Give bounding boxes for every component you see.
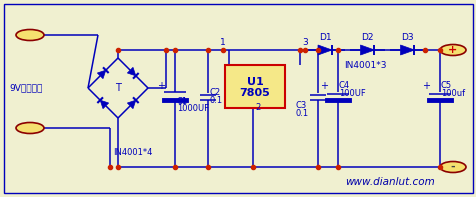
Ellipse shape: [16, 30, 44, 41]
Text: C5: C5: [440, 81, 451, 90]
Text: C2: C2: [209, 88, 221, 97]
Text: 9V交流输入: 9V交流输入: [9, 84, 42, 93]
Text: 2: 2: [255, 103, 260, 112]
Text: C3: C3: [296, 101, 307, 110]
Text: +: +: [157, 81, 165, 91]
Text: U1: U1: [246, 76, 263, 86]
Polygon shape: [127, 67, 136, 76]
Ellipse shape: [439, 162, 465, 173]
Text: 1: 1: [219, 38, 226, 47]
Text: 100UF: 100UF: [338, 89, 365, 98]
Text: 3: 3: [301, 38, 307, 47]
Text: 100uf: 100uf: [440, 89, 464, 98]
Text: C1: C1: [177, 97, 188, 106]
Text: 7805: 7805: [239, 87, 270, 98]
Polygon shape: [97, 70, 106, 79]
Text: D2: D2: [360, 33, 373, 42]
Text: +: +: [319, 81, 327, 91]
Text: D1: D1: [318, 33, 331, 42]
Polygon shape: [100, 100, 109, 109]
Ellipse shape: [439, 45, 465, 56]
Text: 0.1: 0.1: [209, 96, 223, 105]
Text: C4: C4: [338, 81, 349, 90]
Text: IN4001*4: IN4001*4: [113, 148, 152, 157]
Text: 0.1: 0.1: [296, 109, 308, 118]
Polygon shape: [360, 45, 374, 55]
Text: +: +: [421, 81, 429, 91]
Polygon shape: [400, 45, 414, 55]
Text: +: +: [447, 45, 456, 55]
Text: www.dianlut.com: www.dianlut.com: [345, 177, 434, 187]
Text: T: T: [115, 83, 121, 93]
Polygon shape: [127, 100, 136, 109]
Ellipse shape: [16, 123, 44, 134]
Text: IN4001*3: IN4001*3: [343, 61, 386, 70]
Text: D3: D3: [400, 33, 413, 42]
Text: 1000UF: 1000UF: [177, 104, 208, 113]
Text: -: -: [450, 162, 455, 172]
Bar: [225, 65, 284, 108]
Polygon shape: [317, 45, 331, 55]
